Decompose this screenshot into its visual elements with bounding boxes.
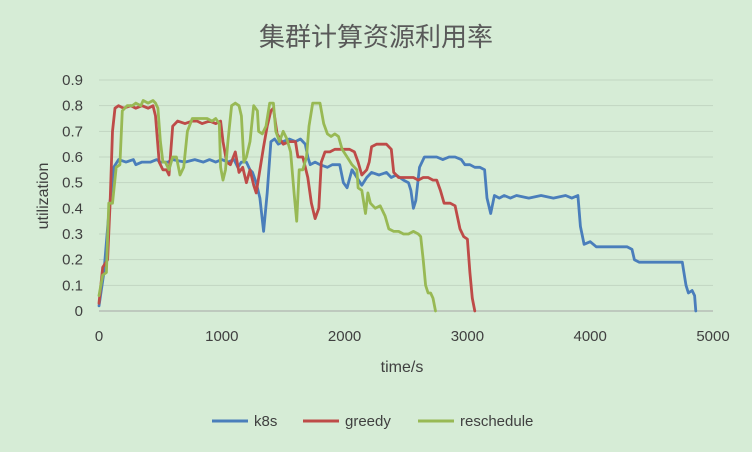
series-line-greedy	[97, 104, 477, 313]
series-lines	[97, 99, 698, 313]
y-axis-label: utilization	[35, 163, 52, 230]
y-tick-label: 0	[75, 303, 83, 320]
y-tick-label: 0.5	[62, 175, 83, 192]
y-tick-label: 0.7	[62, 123, 83, 140]
x-tick-label: 0	[95, 328, 103, 345]
legend-label-k8s: k8s	[254, 413, 277, 430]
legend-label-greedy: greedy	[345, 413, 391, 430]
x-tick-label: 4000	[574, 328, 607, 345]
x-axis-label: time/s	[381, 359, 424, 376]
y-tick-label: 0.9	[62, 72, 83, 89]
x-tick-label: 2000	[328, 328, 361, 345]
x-tick-label: 5000	[696, 328, 729, 345]
legend-label-reschedule: reschedule	[460, 413, 533, 430]
y-tick-label: 0.2	[62, 252, 83, 269]
y-tick-label: 0.4	[62, 200, 83, 217]
y-tick-labels: 0 0.1 0.2 0.3 0.4 0.5 0.6 0.7 0.8 0.9	[62, 72, 83, 320]
y-tick-label: 0.1	[62, 277, 83, 294]
series-line-k8s	[97, 137, 698, 313]
series-line-reschedule	[97, 99, 437, 313]
chart-title: 集群计算资源利用率	[259, 23, 493, 53]
legend: k8s greedy reschedule	[212, 413, 533, 430]
x-tick-label: 1000	[205, 328, 238, 345]
x-tick-labels: 0 1000 2000 3000 4000 5000	[95, 328, 730, 345]
x-tick-label: 3000	[451, 328, 484, 345]
y-tick-label: 0.3	[62, 226, 83, 243]
y-tick-label: 0.8	[62, 98, 83, 115]
y-tick-label: 0.6	[62, 149, 83, 166]
